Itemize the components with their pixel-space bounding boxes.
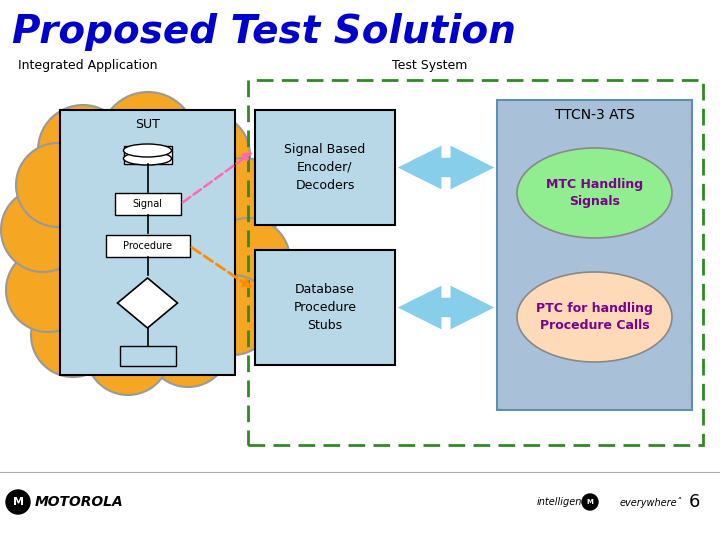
Ellipse shape — [124, 144, 171, 157]
Text: Proposed Test Solution: Proposed Test Solution — [12, 13, 516, 51]
Text: Procedure: Procedure — [123, 241, 172, 251]
Text: 6: 6 — [688, 493, 700, 511]
Ellipse shape — [517, 272, 672, 362]
Ellipse shape — [124, 152, 171, 165]
Bar — [114, 193, 181, 215]
Circle shape — [38, 105, 128, 195]
Circle shape — [206, 218, 290, 302]
Ellipse shape — [517, 148, 672, 238]
Bar — [106, 235, 189, 257]
Bar — [248, 80, 703, 445]
Text: M: M — [12, 497, 24, 507]
Text: everywhereˆ: everywhereˆ — [620, 496, 683, 508]
Text: PTC for handling
Procedure Calls: PTC for handling Procedure Calls — [536, 302, 653, 332]
Text: M: M — [587, 499, 593, 505]
Circle shape — [193, 275, 273, 355]
Circle shape — [166, 113, 250, 197]
Text: Signal Based
Encoder/
Decoders: Signal Based Encoder/ Decoders — [284, 143, 366, 192]
Text: Integrated Application: Integrated Application — [18, 59, 158, 72]
Text: TTCN-3 ATS: TTCN-3 ATS — [554, 108, 634, 122]
Circle shape — [16, 143, 100, 227]
Text: SUT: SUT — [135, 118, 160, 131]
Ellipse shape — [48, 140, 248, 350]
Circle shape — [201, 158, 285, 242]
Text: MOTOROLA: MOTOROLA — [35, 495, 124, 509]
Circle shape — [6, 248, 90, 332]
Text: intelligence: intelligence — [536, 497, 593, 507]
Bar — [255, 250, 395, 365]
Text: Signal: Signal — [132, 199, 163, 209]
Text: MTC Handling
Signals: MTC Handling Signals — [546, 178, 643, 208]
Circle shape — [146, 303, 230, 387]
Polygon shape — [117, 278, 178, 328]
Text: Test System: Test System — [392, 59, 468, 72]
Circle shape — [6, 490, 30, 514]
Bar — [255, 110, 395, 225]
Bar — [497, 100, 692, 410]
Circle shape — [100, 92, 196, 188]
Circle shape — [582, 494, 598, 510]
Circle shape — [1, 188, 85, 272]
Circle shape — [31, 293, 115, 377]
Bar — [124, 145, 171, 164]
Text: Database
Procedure
Stubs: Database Procedure Stubs — [294, 283, 356, 332]
Bar — [60, 110, 235, 375]
Bar — [120, 346, 176, 366]
Circle shape — [86, 311, 170, 395]
